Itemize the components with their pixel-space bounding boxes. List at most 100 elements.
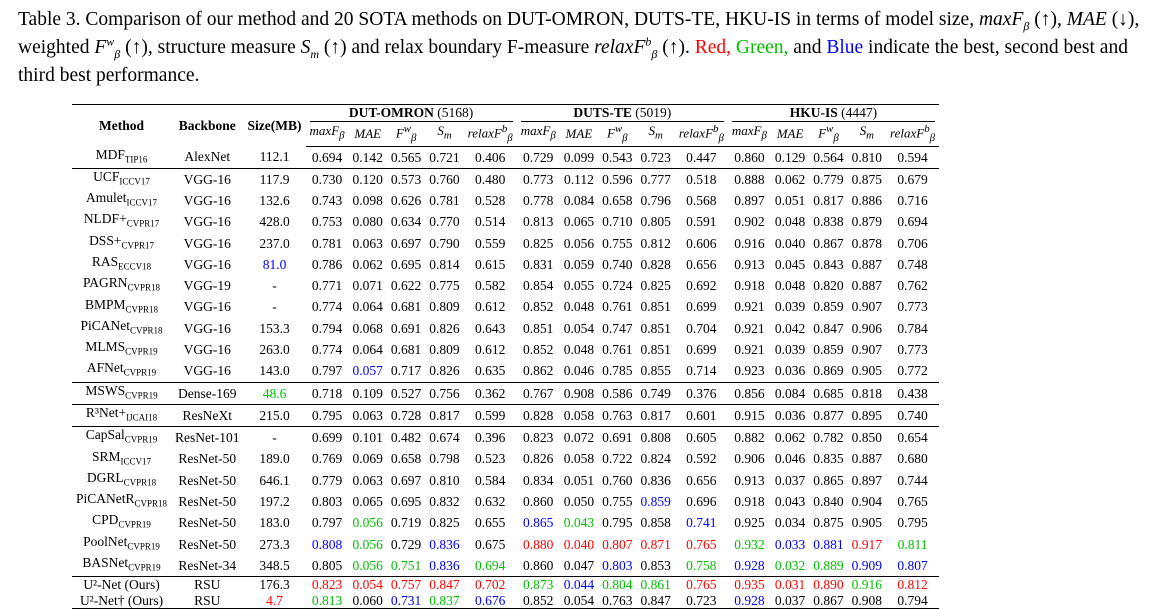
metric-cell: 0.051 bbox=[774, 193, 806, 209]
metric-cell: 0.828 bbox=[516, 403, 560, 427]
table-row: DSS+CVPR17 VGG-16 237.0 0.781 0.063 0.697 0.79… bbox=[72, 233, 939, 254]
metric-cell: 0.785 bbox=[602, 363, 633, 379]
metric-cell: 0.757 bbox=[386, 576, 426, 593]
metric-cell: 0.704 bbox=[686, 320, 717, 336]
metric-cell: 0.565 bbox=[390, 149, 422, 165]
table-row: MDFTIP16 AlexNet 112.1 0.694 0.142 0.565 0.721… bbox=[72, 147, 939, 169]
backbone-cell: VGG-16 bbox=[183, 363, 231, 379]
metric-cell: 0.897 bbox=[734, 193, 765, 209]
metric-cell: 0.063 bbox=[348, 403, 387, 427]
metric-cell: 0.840 bbox=[813, 493, 844, 509]
metric-cell: 0.044 bbox=[559, 576, 599, 593]
metric-cell: 0.935 bbox=[727, 576, 771, 593]
metric-cell: 0.797 bbox=[311, 363, 343, 379]
metric-cell: 0.068 bbox=[352, 320, 383, 336]
metric-cell: 0.808 bbox=[311, 536, 343, 552]
metric-cell: 0.523 bbox=[474, 451, 506, 467]
metric-cell: 0.058 bbox=[563, 451, 595, 467]
metric-cell: 0.729 bbox=[390, 536, 422, 552]
metric-header: relaxFbβ bbox=[463, 121, 517, 148]
metric-cell: 0.543 bbox=[602, 149, 633, 165]
table-row: CapSalCVPR19 ResNet-101-0.699 0.101 0.482 0.… bbox=[72, 426, 940, 449]
metric-cell: 0.656 bbox=[686, 472, 717, 488]
metric-cell: 0.098 bbox=[352, 193, 383, 209]
metric-cell: 0.064 bbox=[352, 341, 383, 357]
metric-cell: 0.755 bbox=[602, 493, 633, 509]
metric-cell: 0.573 bbox=[386, 167, 426, 191]
metric-cell: 0.807 bbox=[897, 557, 928, 573]
metric-cell: 0.775 bbox=[429, 278, 460, 294]
metric-cell: 0.362 bbox=[463, 381, 517, 405]
metric-cell: 0.056 bbox=[352, 515, 383, 531]
metric-cell: 0.779 bbox=[809, 167, 848, 191]
metric-cell: 0.046 bbox=[563, 363, 595, 379]
metric-cell: 0.084 bbox=[563, 193, 595, 209]
metric-header: maxFβ bbox=[727, 121, 771, 148]
metric-cell: 0.897 bbox=[851, 472, 883, 488]
metric-cell: 0.908 bbox=[559, 381, 599, 405]
metric-cell: 0.039 bbox=[774, 341, 806, 357]
metric-cell: 0.786 bbox=[311, 256, 343, 272]
metric-cell: 0.042 bbox=[774, 320, 806, 336]
metric-header: Sm bbox=[847, 121, 887, 148]
backbone-cell: VGG-16 bbox=[171, 167, 244, 191]
metric-cell: 0.794 bbox=[886, 592, 940, 609]
size-cell: 4.7 bbox=[243, 592, 306, 609]
method-name: AFNetCVPR19 bbox=[86, 360, 157, 379]
table-row: UCFICCV17 VGG-16 117.9 0.730 0.120 0.573 0.760… bbox=[72, 167, 940, 191]
method-name: CPDCVPR19 bbox=[92, 512, 151, 531]
metric-header: relaxFbβ bbox=[674, 121, 728, 148]
size-cell: 348.5 bbox=[259, 557, 290, 573]
metric-cell: 0.101 bbox=[348, 426, 387, 449]
metric-cell: 0.031 bbox=[770, 576, 810, 593]
metric-cell: 0.594 bbox=[897, 149, 928, 165]
metric-cell: 0.710 bbox=[602, 214, 633, 230]
metric-cell: 0.112 bbox=[559, 167, 599, 191]
header-dataset-hku-is: HKU-IS (4447) bbox=[727, 103, 940, 122]
metric-cell: 0.046 bbox=[774, 451, 806, 467]
metric-cell: 0.568 bbox=[686, 193, 717, 209]
backbone-cell: ResNet-101 bbox=[171, 426, 244, 449]
table-row: BASNetCVPR19 ResNet-34 348.5 0.805 0.056 0.75… bbox=[72, 555, 939, 577]
metric-cell: 0.763 bbox=[598, 592, 637, 609]
metric-cell: 0.064 bbox=[352, 299, 383, 315]
backbone-cell: ResNet-50 bbox=[178, 451, 237, 467]
metric-cell: 0.723 bbox=[640, 149, 671, 165]
metric-cell: 0.514 bbox=[474, 214, 506, 230]
metric-cell: 0.860 bbox=[734, 149, 765, 165]
metric-cell: 0.825 bbox=[523, 235, 554, 251]
metric-cell: 0.763 bbox=[598, 403, 637, 427]
size-cell: - bbox=[272, 278, 277, 294]
metric-cell: 0.681 bbox=[390, 341, 422, 357]
table-row: RASECCV18 VGG-16 81.0 0.786 0.062 0.695 0.814 0… bbox=[72, 254, 939, 275]
backbone-cell: VGG-16 bbox=[183, 193, 231, 209]
method-name: U²-Net (Ours) bbox=[72, 576, 172, 593]
metric-cell: 0.626 bbox=[390, 193, 422, 209]
method-name: PoolNetCVPR19 bbox=[83, 533, 160, 552]
metric-cell: 0.685 bbox=[809, 381, 848, 405]
metric-cell: 0.859 bbox=[640, 493, 671, 509]
metric-cell: 0.719 bbox=[390, 515, 422, 531]
metric-cell: 0.054 bbox=[559, 592, 599, 609]
metric-cell: 0.850 bbox=[847, 426, 887, 449]
metric-cell: 0.480 bbox=[463, 167, 517, 191]
metric-cell: 0.921 bbox=[734, 341, 765, 357]
metric-cell: 0.080 bbox=[352, 214, 383, 230]
metric-cell: 0.904 bbox=[851, 493, 883, 509]
metric-cell: 0.586 bbox=[598, 381, 637, 405]
metric-cell: 0.612 bbox=[474, 299, 506, 315]
size-cell: 153.3 bbox=[259, 320, 290, 336]
metric-cell: 0.679 bbox=[886, 167, 940, 191]
metric-cell: 0.867 bbox=[813, 235, 844, 251]
metric-header: maxFβ bbox=[516, 121, 560, 148]
metric-cell: 0.790 bbox=[429, 235, 460, 251]
size-cell: 117.9 bbox=[243, 167, 306, 191]
metric-cell: 0.058 bbox=[559, 403, 599, 427]
table-row: CPDCVPR19 ResNet-50 183.0 0.797 0.056 0.719 0.… bbox=[72, 512, 939, 533]
metric-cell: 0.656 bbox=[686, 256, 717, 272]
method-name: PiCANetRCVPR18 bbox=[76, 491, 168, 509]
metric-cell: 0.762 bbox=[897, 278, 928, 294]
metric-cell: 0.825 bbox=[429, 515, 460, 531]
metric-cell: 0.887 bbox=[851, 451, 883, 467]
metric-cell: 0.795 bbox=[602, 515, 633, 531]
